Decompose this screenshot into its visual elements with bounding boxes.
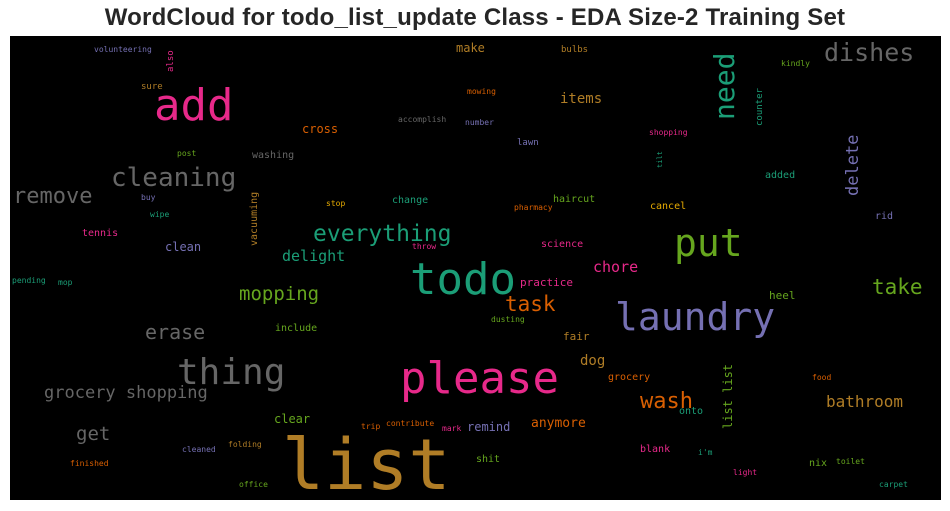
word-cleaned: cleaned xyxy=(182,445,216,454)
word-practice: practice xyxy=(520,276,573,289)
word-put: put xyxy=(674,221,743,265)
word-dusting: dusting xyxy=(491,315,525,324)
word-post: post xyxy=(177,149,196,158)
word-pending: pending xyxy=(12,276,46,285)
word-task: task xyxy=(505,292,556,316)
word-change: change xyxy=(392,195,428,206)
word-volunteering: volunteering xyxy=(94,45,152,54)
word-dishes: dishes xyxy=(824,38,914,67)
word-fair: fair xyxy=(563,330,590,343)
word-office: office xyxy=(239,480,268,489)
wordcloud-panel: list please todo add laundry put thing need clea… xyxy=(10,36,941,500)
word-thing: thing xyxy=(177,352,285,393)
word-todo: todo xyxy=(410,254,516,305)
word-wipe: wipe xyxy=(150,210,169,219)
word-cancel: cancel xyxy=(650,201,686,212)
word-need: need xyxy=(708,53,741,120)
word-stop: stop xyxy=(326,199,345,208)
word-tennis: tennis xyxy=(82,228,118,239)
word-rid: rid xyxy=(875,211,893,222)
word-cross: cross xyxy=(302,122,338,136)
word-grocery-shopping: grocery shopping xyxy=(44,383,208,403)
word-delete: delete xyxy=(843,135,863,196)
word-carpet: carpet xyxy=(879,480,908,489)
word-list-list: list list xyxy=(721,364,735,429)
word-everything: everything xyxy=(313,221,451,247)
word-washing: washing xyxy=(252,150,294,161)
word-get: get xyxy=(76,423,110,445)
word-i-m: i'm xyxy=(698,448,713,457)
word-added: added xyxy=(765,170,795,181)
word-chore: chore xyxy=(593,258,638,276)
word-add: add xyxy=(154,80,233,131)
word-toilet: toilet xyxy=(836,457,865,466)
word-light: light xyxy=(733,468,757,477)
word-grocery: grocery xyxy=(608,372,650,383)
word-clear: clear xyxy=(274,412,310,426)
word-accomplish: accomplish xyxy=(398,115,446,124)
word-number: number xyxy=(465,118,494,127)
word-folding: folding xyxy=(228,440,262,449)
word-remove: remove xyxy=(13,184,92,209)
word-sure: sure xyxy=(141,82,163,92)
word-counter: counter xyxy=(755,87,765,126)
word-remind: remind xyxy=(467,420,510,434)
word-take: take xyxy=(872,275,923,299)
word-mark: mark xyxy=(442,424,461,433)
word-dog: dog xyxy=(580,353,605,369)
word-include: include xyxy=(275,323,317,334)
word-delight: delight xyxy=(282,247,345,265)
word-contribute: contribute xyxy=(386,419,434,428)
word-mopping: mopping xyxy=(239,283,319,305)
wordcloud-svg: list please todo add laundry put thing need clea… xyxy=(12,38,923,500)
word-trip: trip xyxy=(361,422,380,431)
word-erase: erase xyxy=(145,320,205,344)
word-list: list xyxy=(282,424,451,500)
word-please: please xyxy=(400,353,559,404)
word-heel: heel xyxy=(769,289,796,302)
word-bathroom: bathroom xyxy=(826,392,903,411)
word-clean: clean xyxy=(165,240,201,254)
word-kindly: kindly xyxy=(781,59,810,68)
word-vacuuming: vacuuming xyxy=(249,192,260,246)
word-items: items xyxy=(560,91,602,107)
word-anymore: anymore xyxy=(531,416,586,431)
word-mowing: mowing xyxy=(467,87,496,96)
word-mop: mop xyxy=(58,278,73,287)
word-onto: onto xyxy=(679,406,703,417)
word-throw: throw xyxy=(412,242,436,251)
word-finished: finished xyxy=(70,459,109,468)
word-nix: nix xyxy=(809,458,827,469)
word-tilt: tilt xyxy=(656,151,664,168)
word-science: science xyxy=(541,239,583,250)
word-wash: wash xyxy=(640,389,693,414)
chart-title: WordCloud for todo_list_update Class - E… xyxy=(104,4,846,31)
word-blank: blank xyxy=(640,444,670,455)
word-bulbs: bulbs xyxy=(561,45,588,55)
word-shit: shit xyxy=(476,454,500,465)
word-haircut: haircut xyxy=(553,194,595,205)
word-also: also xyxy=(166,50,176,72)
word-lawn: lawn xyxy=(517,138,539,148)
word-cleaning: cleaning xyxy=(111,163,236,193)
word-pharmacy: pharmacy xyxy=(514,203,553,212)
word-food: food xyxy=(812,373,831,382)
word-buy: buy xyxy=(141,193,156,202)
word-shopping: shopping xyxy=(649,128,688,137)
word-make: make xyxy=(456,41,485,55)
word-laundry: laundry xyxy=(615,295,775,339)
